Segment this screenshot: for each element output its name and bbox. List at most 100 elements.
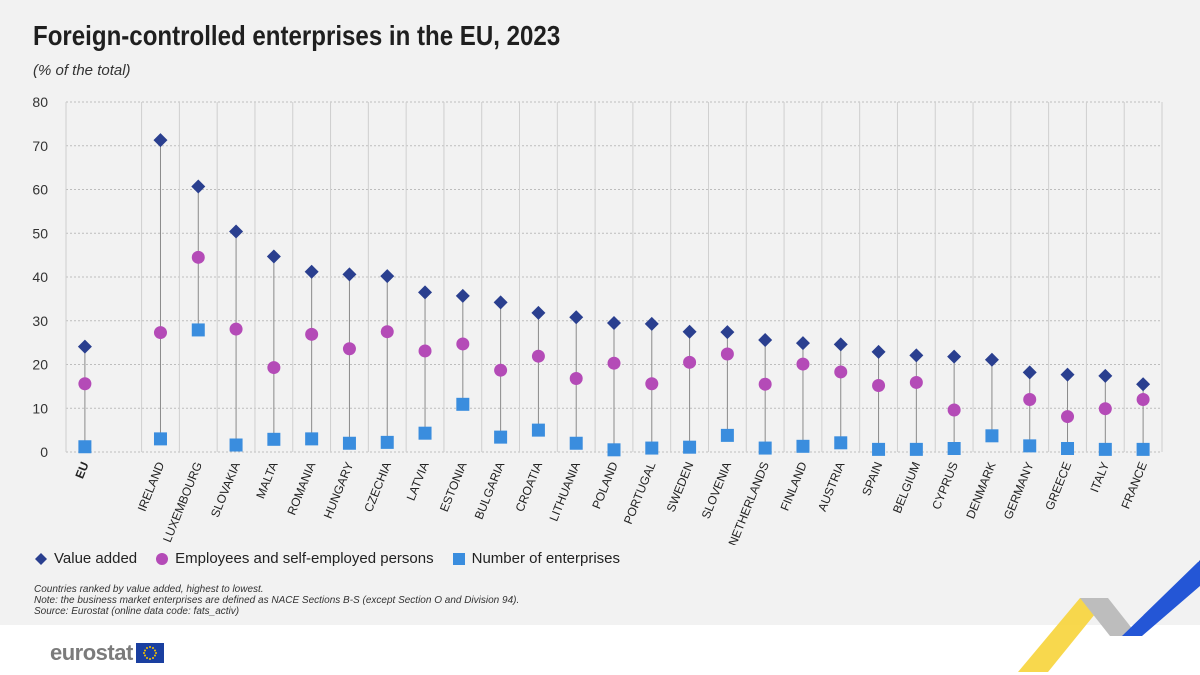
enterprises-point bbox=[947, 442, 961, 455]
employees-point bbox=[758, 377, 772, 391]
employees-point bbox=[78, 377, 92, 391]
y-tick-label: 50 bbox=[32, 225, 48, 241]
enterprises-point bbox=[78, 440, 92, 454]
value-added-point bbox=[720, 325, 735, 340]
legend-label: Employees and self-employed persons bbox=[175, 550, 434, 567]
enterprises-point bbox=[1061, 442, 1075, 455]
y-tick-label: 80 bbox=[32, 94, 48, 110]
y-tick-label: 70 bbox=[32, 138, 48, 154]
enterprises-point bbox=[342, 436, 356, 450]
enterprises-point bbox=[720, 428, 734, 442]
enterprises-point bbox=[1098, 442, 1112, 456]
eurostat-logo: eurostat bbox=[50, 640, 164, 666]
chart-subtitle: (% of the total) bbox=[33, 62, 131, 79]
enterprises-point bbox=[191, 323, 205, 337]
y-tick-label: 30 bbox=[32, 313, 48, 329]
decorative-ribbon bbox=[1018, 560, 1200, 672]
value-added-point bbox=[1098, 368, 1113, 383]
employees-point bbox=[1136, 393, 1150, 406]
x-tick-label: ROMANIA bbox=[284, 460, 318, 517]
enterprises-point bbox=[418, 426, 432, 440]
x-tick-label: GERMANY bbox=[1001, 460, 1037, 522]
value-added-point bbox=[1022, 365, 1037, 380]
employees-point bbox=[305, 327, 319, 341]
y-tick-label: 60 bbox=[32, 182, 48, 198]
enterprises-point bbox=[569, 436, 583, 450]
employees-point bbox=[380, 325, 394, 339]
legend-label: Number of enterprises bbox=[471, 550, 621, 567]
x-tick-label: DENMARK bbox=[963, 460, 998, 521]
value-added-point bbox=[266, 249, 281, 264]
value-added-point bbox=[607, 315, 621, 330]
value-added-point bbox=[909, 348, 924, 363]
value-added-point bbox=[380, 269, 395, 284]
enterprises-point bbox=[909, 442, 923, 456]
legend-item-employees: Employees and self-employed persons bbox=[155, 550, 434, 567]
value-added-point bbox=[569, 310, 584, 325]
note-source: Source: Eurostat (online data code: fats… bbox=[34, 606, 240, 617]
value-added-point bbox=[418, 285, 433, 300]
employees-point bbox=[267, 361, 281, 375]
enterprises-point bbox=[607, 443, 621, 457]
legend-item-enterprises: Number of enterprises bbox=[452, 550, 620, 567]
value-added-point bbox=[153, 133, 168, 148]
y-tick-label: 20 bbox=[32, 357, 48, 373]
diamond-marker-icon bbox=[35, 552, 47, 565]
enterprises-point bbox=[1136, 442, 1150, 456]
employees-point bbox=[342, 342, 356, 356]
x-tick-label: MALTA bbox=[253, 460, 280, 501]
employees-point bbox=[191, 250, 205, 264]
value-added-point bbox=[795, 336, 810, 351]
enterprises-point bbox=[834, 436, 848, 450]
square-marker-icon bbox=[452, 552, 465, 565]
value-added-point bbox=[229, 224, 244, 239]
value-added-point bbox=[531, 305, 546, 320]
employees-point bbox=[1061, 410, 1075, 424]
value-added-point bbox=[871, 344, 886, 359]
x-tick-label: CYPRUS bbox=[929, 460, 961, 512]
value-added-point bbox=[984, 352, 999, 367]
x-tick-label: NETHERLANDS bbox=[725, 460, 771, 545]
value-added-point bbox=[758, 333, 773, 347]
circle-marker-icon bbox=[156, 552, 169, 565]
employees-point bbox=[645, 377, 659, 391]
employees-point bbox=[229, 322, 243, 336]
x-tick-label: BELGIUM bbox=[890, 460, 923, 515]
x-tick-label: LITHUANIA bbox=[547, 460, 583, 523]
enterprises-point bbox=[872, 442, 886, 456]
legend-item-value-added: Value added bbox=[34, 550, 137, 567]
x-tick-label: GREECE bbox=[1042, 460, 1074, 512]
value-added-point bbox=[304, 264, 319, 279]
value-added-point bbox=[833, 337, 848, 352]
enterprises-point bbox=[494, 430, 508, 444]
value-added-point bbox=[1136, 377, 1151, 392]
employees-point bbox=[1023, 393, 1037, 406]
employees-point bbox=[909, 375, 923, 389]
employees-point bbox=[494, 363, 508, 377]
x-tick-label: SLOVENIA bbox=[699, 460, 734, 521]
logo-text: eurostat bbox=[50, 640, 133, 665]
x-tick-label: ESTONIA bbox=[437, 460, 470, 514]
note-ranking: Countries ranked by value added, highest… bbox=[34, 584, 264, 595]
employees-point bbox=[531, 349, 545, 363]
x-tick-label: PORTUGAL bbox=[621, 460, 659, 527]
value-added-point bbox=[77, 339, 92, 354]
x-tick-label: FRANCE bbox=[1118, 460, 1149, 511]
employees-point bbox=[720, 347, 734, 361]
legend-label: Value added bbox=[54, 550, 138, 567]
x-tick-label: SLOVAKIA bbox=[208, 460, 243, 519]
x-tick-label: ITALY bbox=[1087, 460, 1112, 495]
x-tick-label: SWEDEN bbox=[664, 460, 697, 514]
enterprises-point bbox=[758, 441, 772, 455]
enterprises-point bbox=[683, 440, 697, 454]
enterprises-point bbox=[645, 441, 659, 455]
employees-point bbox=[456, 337, 470, 351]
enterprises-point bbox=[229, 438, 243, 452]
footer-band bbox=[0, 625, 1200, 675]
employees-point bbox=[796, 357, 810, 371]
chart-legend: Value added Employees and self-employed … bbox=[34, 550, 638, 567]
employees-point bbox=[153, 326, 167, 340]
employees-point bbox=[607, 356, 621, 370]
enterprises-point bbox=[305, 432, 319, 446]
